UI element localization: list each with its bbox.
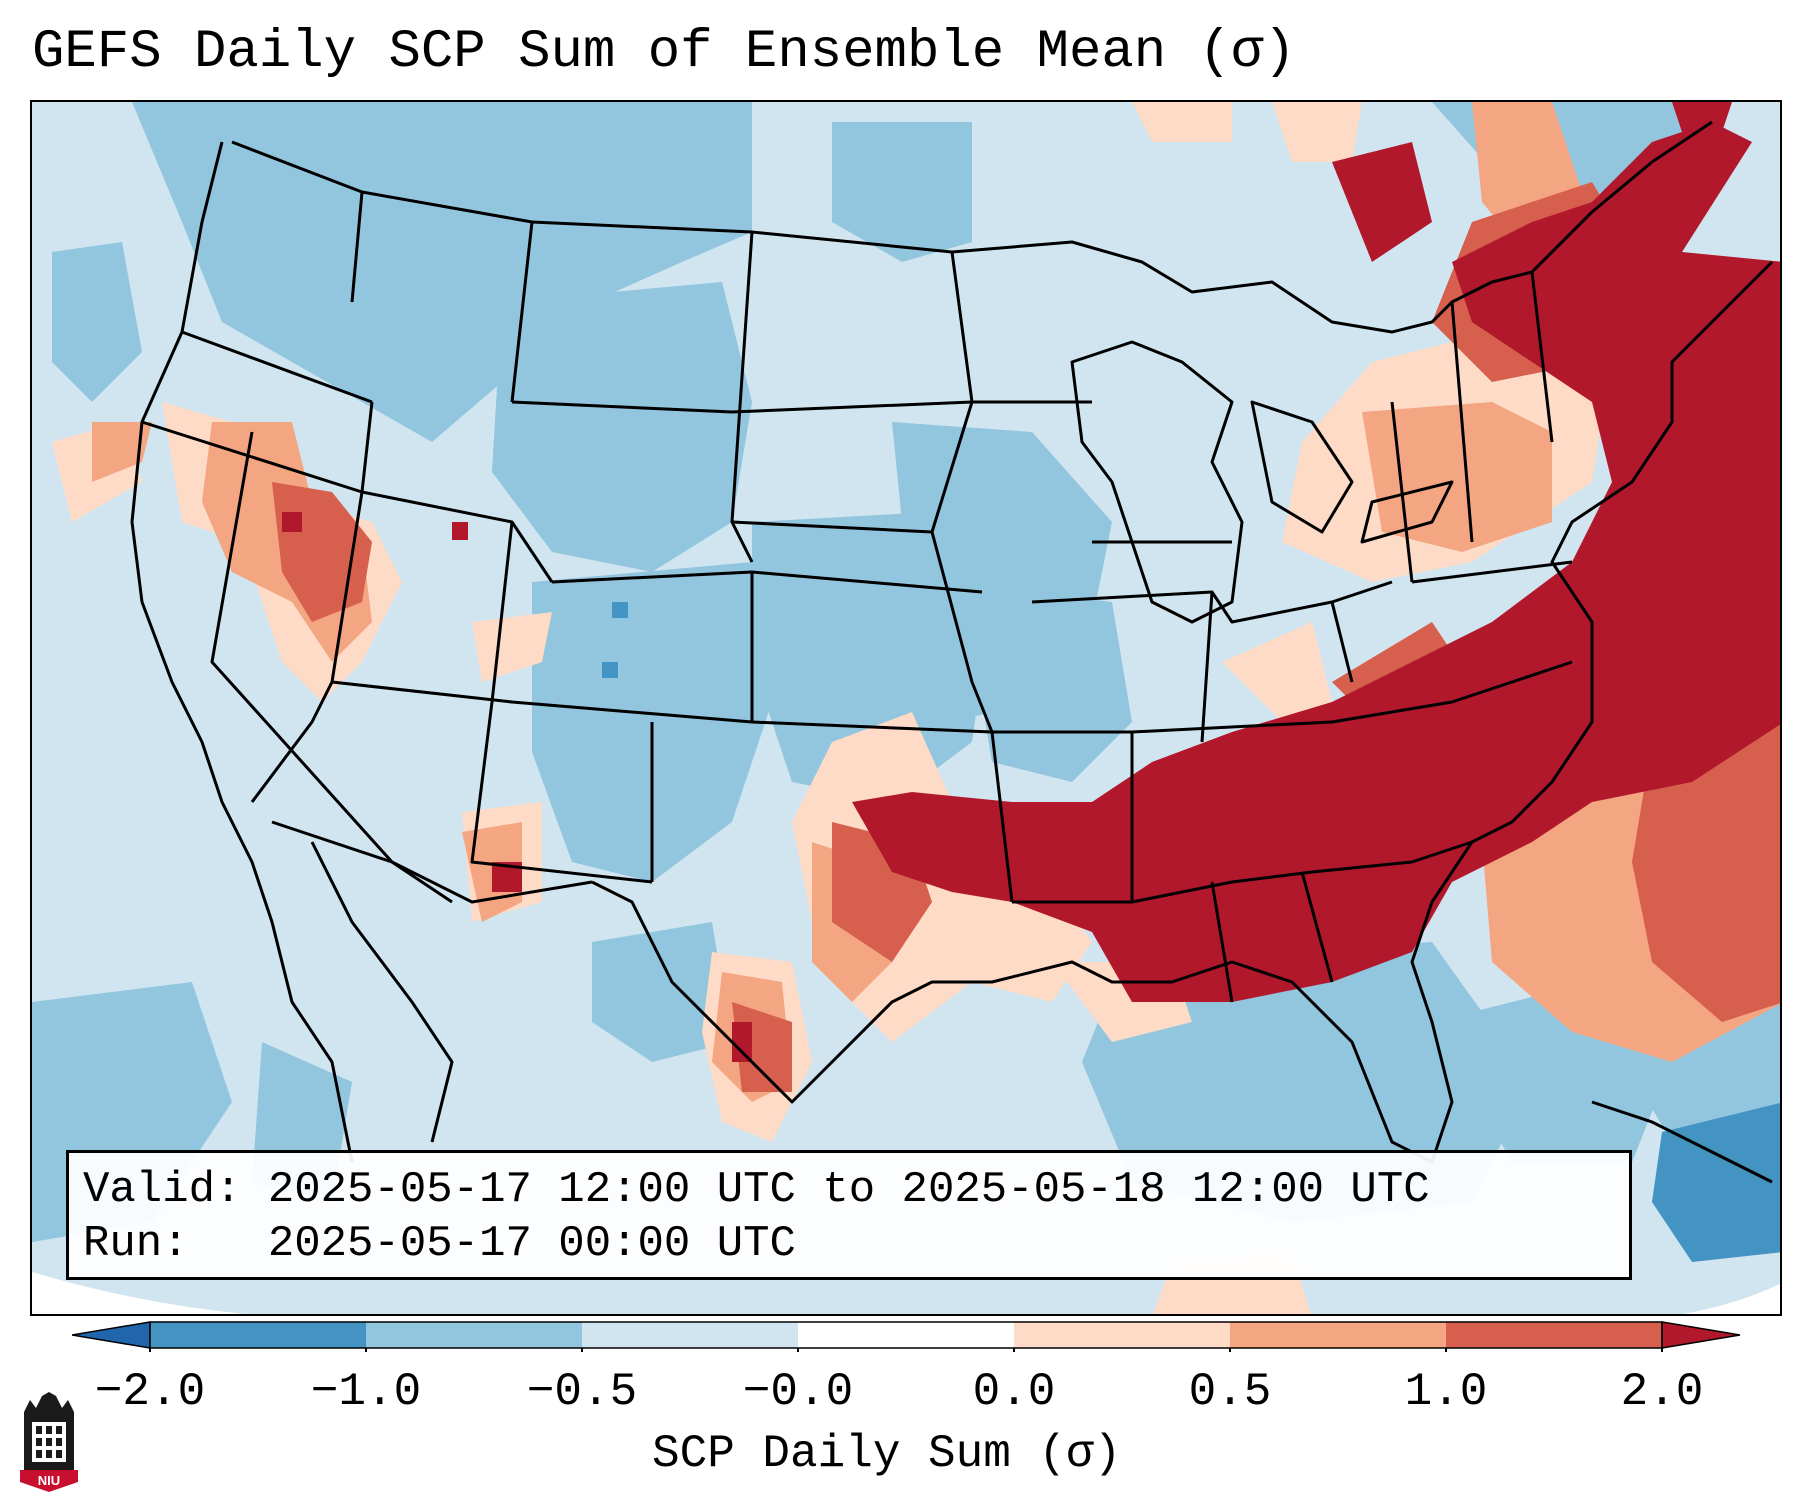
strong-negative-regions [602,602,1780,1262]
pacific-coast [130,141,354,1163]
colorbar-bin-3 [582,1322,798,1348]
colorbar-bin-7 [1446,1322,1662,1348]
tick-label-6: 0.5 [1188,1366,1272,1418]
tick-label-5: 0.0 [972,1366,1056,1418]
logo-text: NIU [38,1473,60,1488]
scp-field-map [32,102,1780,1314]
colorbar-outline [149,1321,1663,1349]
projection-edge-left [32,1272,245,1314]
tick-label-2: −1.0 [310,1366,422,1418]
colorbar-bin-1 [150,1322,366,1348]
niu-logo-icon: NIU [20,1392,78,1492]
tick-label-4: −0.0 [742,1366,854,1418]
colorbar-bin-4 [798,1322,1014,1348]
us-mexico-border [271,820,593,904]
baja-peninsula [310,841,454,1143]
colorbar-bin-5 [1014,1322,1230,1348]
cuba-coast [1591,1100,1773,1184]
colorbar-label: SCP Daily Sum (σ) [652,1428,1122,1480]
projection-edge-right [1682,1283,1780,1314]
tick-label-8: 2.0 [1620,1366,1704,1418]
map-title: GEFS Daily SCP Sum of Ensemble Mean (σ) [32,22,1296,83]
map-panel[interactable] [30,100,1782,1316]
run-label: Run: [83,1219,189,1269]
colorbar [72,1321,1741,1352]
tick-label-3: −0.5 [526,1366,638,1418]
colorbar-ticks [149,1348,1663,1352]
great-lakes-shore [1070,340,1244,624]
extreme-positive-regions [282,102,1780,1062]
run-time: 2025-05-17 00:00 UTC [267,1219,796,1269]
tick-label-7: 1.0 [1404,1366,1488,1418]
us-canada-border [231,120,1713,334]
valid-time-range: 2025-05-17 12:00 UTC to 2025-05-18 12:00… [267,1165,1430,1215]
valid-label: Valid: [83,1165,242,1215]
tick-label-1: −2.0 [94,1366,206,1418]
validity-info-box: Valid: 2025-05-17 12:00 UTC to 2025-05-1… [66,1150,1632,1280]
colorbar-bin-2 [366,1322,582,1348]
colorbar-extend-high [1661,1321,1741,1349]
colorbar-bin-6 [1230,1322,1446,1348]
colorbar-extend-low [72,1321,151,1349]
